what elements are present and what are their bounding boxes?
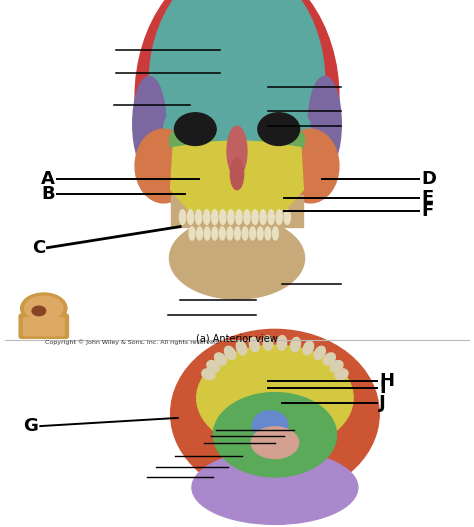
Text: G: G: [23, 417, 38, 435]
Ellipse shape: [258, 113, 300, 145]
Ellipse shape: [32, 306, 46, 316]
Ellipse shape: [213, 393, 337, 477]
Text: F: F: [422, 202, 434, 220]
Ellipse shape: [251, 427, 299, 458]
Ellipse shape: [149, 0, 325, 200]
Bar: [0, 0, 474, 340]
Ellipse shape: [282, 129, 339, 203]
Ellipse shape: [252, 411, 288, 440]
Ellipse shape: [291, 337, 301, 352]
Bar: [0, 340, 474, 527]
Ellipse shape: [265, 227, 271, 240]
Ellipse shape: [179, 210, 186, 225]
Ellipse shape: [273, 227, 278, 240]
Ellipse shape: [236, 341, 247, 355]
Ellipse shape: [249, 337, 259, 352]
Ellipse shape: [242, 227, 248, 240]
Text: I: I: [379, 379, 386, 397]
Ellipse shape: [171, 329, 379, 498]
Text: (a) Anterior view: (a) Anterior view: [196, 333, 278, 343]
Ellipse shape: [308, 76, 341, 171]
Ellipse shape: [189, 227, 195, 240]
FancyBboxPatch shape: [23, 318, 64, 336]
Ellipse shape: [227, 126, 247, 176]
Ellipse shape: [259, 123, 304, 158]
Ellipse shape: [207, 360, 219, 372]
Ellipse shape: [268, 210, 274, 225]
Ellipse shape: [196, 210, 202, 225]
Text: C: C: [32, 239, 45, 257]
Ellipse shape: [276, 210, 282, 225]
Text: View: View: [31, 321, 49, 330]
Ellipse shape: [244, 210, 250, 225]
Ellipse shape: [135, 0, 339, 235]
Ellipse shape: [169, 123, 214, 158]
Text: D: D: [422, 170, 437, 188]
Ellipse shape: [135, 129, 192, 203]
Ellipse shape: [230, 158, 244, 190]
Ellipse shape: [197, 345, 353, 451]
Text: A: A: [41, 170, 55, 188]
Ellipse shape: [249, 103, 310, 155]
Ellipse shape: [25, 296, 63, 320]
Ellipse shape: [215, 353, 227, 365]
Ellipse shape: [188, 210, 194, 225]
Ellipse shape: [236, 210, 242, 225]
Ellipse shape: [21, 293, 67, 324]
Ellipse shape: [330, 360, 343, 372]
Ellipse shape: [257, 227, 263, 240]
Ellipse shape: [212, 227, 218, 240]
Ellipse shape: [174, 113, 216, 145]
PathPatch shape: [171, 141, 303, 213]
Ellipse shape: [235, 227, 240, 240]
Ellipse shape: [277, 336, 287, 350]
Text: Copyright © John Wiley & Sons, Inc. All rights reserved.: Copyright © John Wiley & Sons, Inc. All …: [45, 339, 220, 345]
Ellipse shape: [263, 336, 273, 350]
Ellipse shape: [335, 369, 348, 379]
Ellipse shape: [203, 210, 210, 225]
Ellipse shape: [227, 227, 233, 240]
Ellipse shape: [323, 353, 335, 365]
Ellipse shape: [219, 210, 226, 225]
Text: B: B: [41, 185, 55, 203]
Ellipse shape: [303, 341, 314, 355]
Ellipse shape: [170, 218, 304, 299]
Ellipse shape: [250, 227, 255, 240]
Ellipse shape: [260, 210, 266, 225]
Bar: [171, 195, 303, 227]
Ellipse shape: [211, 210, 218, 225]
Ellipse shape: [314, 346, 325, 359]
Ellipse shape: [192, 451, 358, 524]
Text: J: J: [379, 394, 386, 412]
Text: H: H: [379, 372, 394, 389]
FancyBboxPatch shape: [19, 314, 68, 338]
Ellipse shape: [228, 210, 234, 225]
Ellipse shape: [225, 346, 236, 359]
Ellipse shape: [213, 99, 261, 122]
Text: E: E: [422, 189, 434, 207]
Ellipse shape: [284, 210, 290, 225]
Ellipse shape: [197, 227, 202, 240]
Ellipse shape: [252, 210, 258, 225]
Ellipse shape: [219, 227, 225, 240]
Ellipse shape: [133, 76, 166, 171]
Ellipse shape: [204, 227, 210, 240]
Ellipse shape: [202, 369, 215, 379]
Ellipse shape: [164, 103, 225, 155]
